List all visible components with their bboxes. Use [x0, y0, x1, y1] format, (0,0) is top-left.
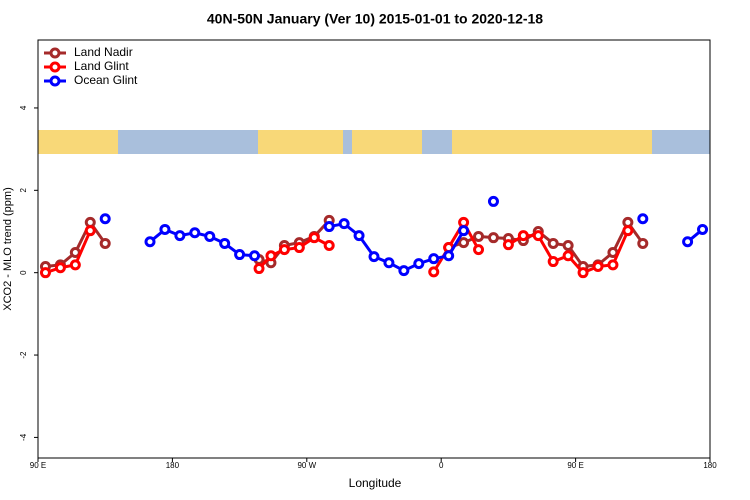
data-point — [204, 230, 216, 242]
data-point — [458, 237, 470, 249]
data-point — [413, 258, 425, 270]
x-tick-label: 180 — [703, 461, 717, 470]
data-point — [278, 244, 290, 256]
data-point — [99, 213, 111, 225]
data-point — [174, 230, 186, 242]
chart-title: 40N-50N January (Ver 10) 2015-01-01 to 2… — [207, 11, 543, 27]
x-tick-label: 90 E — [567, 461, 583, 470]
data-point — [54, 262, 66, 274]
data-point — [607, 259, 619, 271]
data-point — [637, 237, 649, 249]
y-tick-label: 4 — [19, 105, 28, 110]
data-point — [189, 227, 201, 239]
data-point — [249, 250, 261, 262]
data-point — [84, 225, 96, 237]
y-tick-label: 2 — [19, 188, 28, 193]
data-point — [577, 267, 589, 279]
data-point — [428, 253, 440, 265]
legend-label: Land Glint — [74, 59, 129, 73]
data-point — [144, 236, 156, 248]
data-point — [265, 250, 277, 262]
y-axis-label: XCO2 - MLO trend (ppm) — [2, 187, 14, 310]
data-point — [383, 257, 395, 269]
data-point — [473, 244, 485, 256]
data-point — [443, 250, 455, 262]
x-tick-label: 0 — [439, 461, 444, 470]
data-point — [682, 236, 694, 248]
data-point — [517, 230, 529, 242]
data-point — [562, 250, 574, 262]
legend-marker — [49, 47, 61, 59]
legend-marker — [49, 61, 61, 73]
legend-marker — [49, 75, 61, 87]
data-point — [338, 218, 350, 230]
x-tick-label: 180 — [166, 461, 180, 470]
data-point — [502, 239, 514, 251]
series-line — [44, 219, 630, 275]
data-point — [637, 213, 649, 225]
data-point — [697, 223, 709, 235]
data-point — [458, 225, 470, 237]
data-point — [253, 263, 265, 275]
data-point — [487, 232, 499, 244]
data-point — [592, 261, 604, 273]
data-point — [547, 237, 559, 249]
data-point — [622, 225, 634, 237]
data-point — [69, 259, 81, 271]
legend-label: Ocean Glint — [74, 73, 138, 87]
data-point — [323, 239, 335, 251]
data-point — [323, 221, 335, 233]
legend-label: Land Nadir — [74, 45, 133, 59]
data-point — [428, 266, 440, 278]
y-tick-label: -2 — [19, 351, 28, 359]
data-point — [353, 230, 365, 242]
data-point — [532, 230, 544, 242]
data-point — [308, 232, 320, 244]
data-point — [293, 242, 305, 254]
map-strip — [38, 130, 710, 154]
y-tick-label: -4 — [19, 433, 28, 441]
data-point — [487, 195, 499, 207]
data-point — [159, 223, 171, 235]
data-point — [368, 251, 380, 263]
x-axis-label: Longitude — [349, 476, 402, 490]
x-tick-label: 90 W — [297, 461, 316, 470]
data-point — [219, 237, 231, 249]
data-point — [39, 267, 51, 279]
data-point — [99, 237, 111, 249]
plot-frame — [37, 39, 711, 459]
data-point — [398, 265, 410, 277]
x-tick-label: 90 E — [30, 461, 46, 470]
data-point — [234, 249, 246, 261]
data-point — [473, 230, 485, 242]
data-point — [562, 239, 574, 251]
data-point — [547, 256, 559, 268]
y-tick-label: 0 — [19, 270, 28, 275]
